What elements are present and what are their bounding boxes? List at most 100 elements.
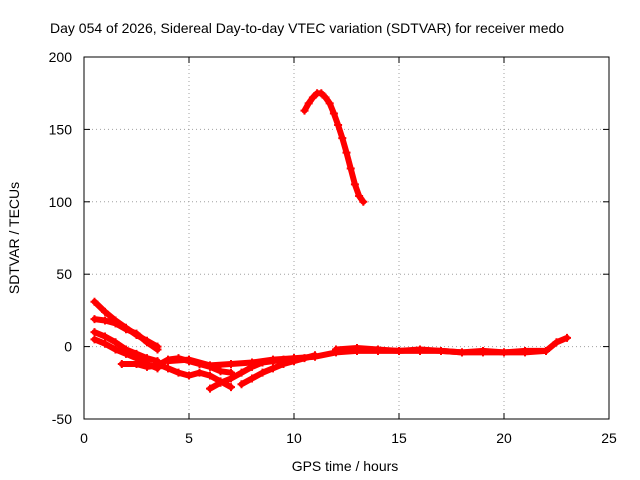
y-tick-label: 0 — [64, 339, 72, 355]
data-point — [258, 368, 267, 377]
data-point — [334, 121, 343, 130]
data-point — [153, 345, 162, 354]
series-arc-3 — [90, 328, 162, 366]
data-point — [437, 346, 445, 355]
data-point — [458, 348, 466, 357]
data-point — [227, 374, 235, 383]
y-tick-label: -50 — [52, 411, 72, 427]
data-point — [174, 368, 183, 377]
data-point — [90, 297, 99, 306]
data-point — [308, 93, 317, 102]
data-point — [216, 378, 225, 387]
data-point — [321, 93, 330, 102]
data-point — [101, 307, 109, 316]
data-point — [290, 357, 298, 366]
data-point — [237, 380, 246, 389]
data-point — [479, 346, 487, 355]
data-point — [237, 368, 246, 377]
data-point — [185, 371, 193, 380]
series-line — [333, 334, 570, 356]
data-point — [185, 355, 193, 364]
data-point — [374, 345, 382, 354]
data-point — [269, 364, 277, 373]
data-point — [111, 338, 120, 347]
data-point — [269, 357, 277, 366]
data-point — [332, 345, 340, 354]
chart-title: Day 054 of 2026, Sidereal Day-to-day VTE… — [50, 20, 564, 36]
data-point — [300, 354, 309, 363]
series-arc-10 — [300, 89, 368, 206]
x-axis-label: GPS time / hours — [292, 458, 399, 474]
data-point — [353, 344, 361, 353]
data-point — [90, 315, 99, 324]
data-point — [143, 362, 151, 371]
data-point — [258, 358, 267, 367]
data-point — [164, 364, 172, 373]
data-point — [206, 371, 214, 380]
data-point — [311, 351, 319, 360]
data-point — [122, 349, 130, 358]
data-point — [206, 361, 214, 370]
data-point — [227, 359, 235, 368]
data-point — [111, 345, 120, 354]
grid-layer — [84, 57, 609, 419]
data-point — [248, 362, 256, 371]
y-tick-label: 200 — [49, 49, 73, 65]
data-point — [317, 89, 326, 98]
data-point — [346, 164, 355, 173]
data-point — [355, 192, 364, 201]
data-point — [90, 335, 99, 344]
y-tick-label: 150 — [49, 121, 73, 137]
data-point — [248, 374, 256, 383]
data-point — [164, 357, 172, 366]
data-point — [350, 180, 359, 189]
series-arc-11 — [332, 333, 571, 357]
data-point — [542, 346, 550, 355]
tick-layer: 0 5 10 15 20 25 -50 0 50 100 150 200 — [49, 49, 617, 446]
data-point — [325, 99, 334, 108]
data-point — [521, 346, 529, 355]
data-point — [216, 367, 225, 376]
data-point — [279, 359, 288, 368]
y-tick-label: 100 — [49, 194, 73, 210]
data-point — [153, 359, 162, 368]
data-point — [338, 134, 347, 143]
x-tick-label: 25 — [601, 430, 617, 446]
data-point — [304, 99, 313, 108]
y-tick-label: 50 — [56, 266, 72, 282]
data-point — [122, 325, 130, 334]
x-tick-label: 0 — [80, 430, 88, 446]
data-point — [395, 346, 403, 355]
x-tick-label: 15 — [391, 430, 407, 446]
data-point — [132, 329, 141, 338]
x-tick-label: 20 — [496, 430, 512, 446]
x-tick-label: 5 — [185, 430, 193, 446]
data-point — [111, 319, 120, 328]
data-point — [143, 338, 151, 347]
data-layer — [90, 89, 571, 393]
data-point — [101, 332, 109, 341]
data-point — [329, 109, 338, 118]
y-axis-label: SDTVAR / TECUs — [6, 182, 22, 294]
data-point — [101, 316, 109, 325]
data-point — [227, 383, 235, 392]
series-arc-9 — [237, 351, 319, 389]
x-tick-label: 10 — [286, 430, 302, 446]
data-point — [416, 345, 424, 354]
data-point — [359, 197, 368, 206]
data-point — [300, 106, 309, 115]
data-point — [195, 368, 204, 377]
data-point — [552, 338, 561, 347]
data-point — [117, 359, 126, 368]
data-point — [563, 333, 571, 342]
data-point — [132, 359, 141, 368]
series-arc-2 — [90, 315, 162, 354]
data-point — [90, 328, 99, 337]
data-point — [500, 348, 508, 357]
data-point — [101, 339, 109, 348]
data-point — [342, 148, 351, 157]
plot-frame — [83, 56, 610, 420]
series-arc-8 — [206, 354, 298, 393]
data-point — [206, 384, 214, 393]
